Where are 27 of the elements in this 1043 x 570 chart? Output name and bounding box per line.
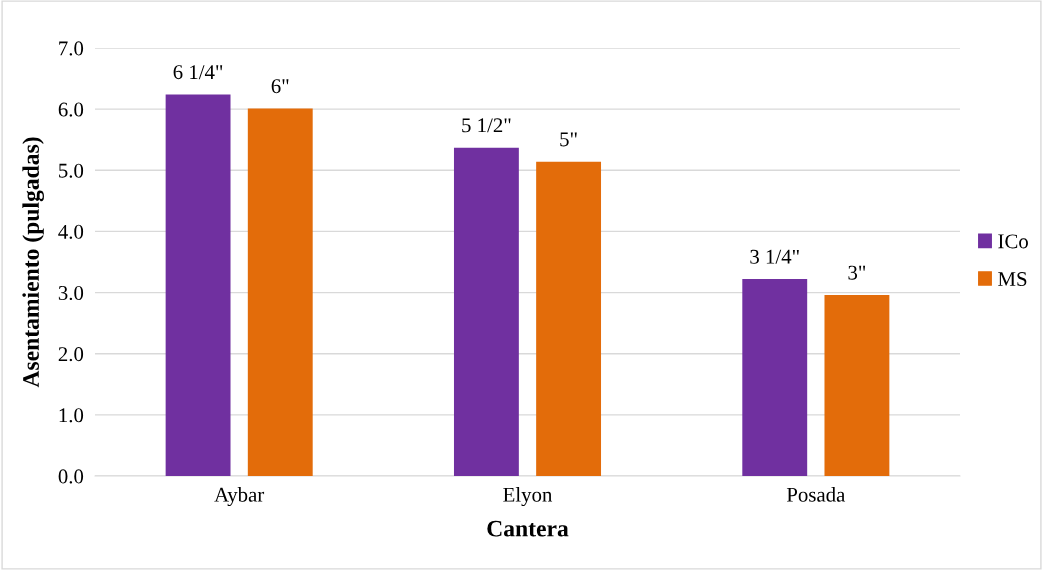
legend-label: MS <box>998 272 1027 287</box>
x-tick-label: Aybar <box>214 487 265 507</box>
data-label: 3 1/4" <box>750 249 799 264</box>
bar <box>453 147 519 476</box>
data-label: 5" <box>560 132 577 147</box>
data-label: 3" <box>848 265 866 280</box>
x-axis-title: Cantera <box>487 520 569 537</box>
data-label: 5 1/2" <box>462 118 511 133</box>
x-tick-label: Posada <box>786 487 846 502</box>
x-tick-label: Elyon <box>503 487 553 507</box>
y-tick-label: 3.0 <box>58 285 84 301</box>
y-tick-label: 1.0 <box>59 408 84 423</box>
y-tick-label: 6.0 <box>58 102 84 117</box>
y-tick-label: 5.0 <box>59 163 84 178</box>
legend-label: ICo <box>998 234 1028 249</box>
bar <box>247 108 313 476</box>
bar <box>824 295 890 476</box>
y-tick-label: 2.0 <box>58 347 84 362</box>
y-axis-title: Asentamiento (pulgadas) <box>22 137 44 388</box>
bar <box>536 161 602 476</box>
data-label: 6 1/4" <box>173 65 223 80</box>
bar <box>165 94 231 476</box>
y-tick-label: 0.0 <box>58 469 84 484</box>
data-label: 6" <box>271 79 289 94</box>
bar <box>742 279 808 476</box>
y-tick-label: 4.0 <box>58 224 84 239</box>
y-tick-label: 7.0 <box>59 41 84 56</box>
